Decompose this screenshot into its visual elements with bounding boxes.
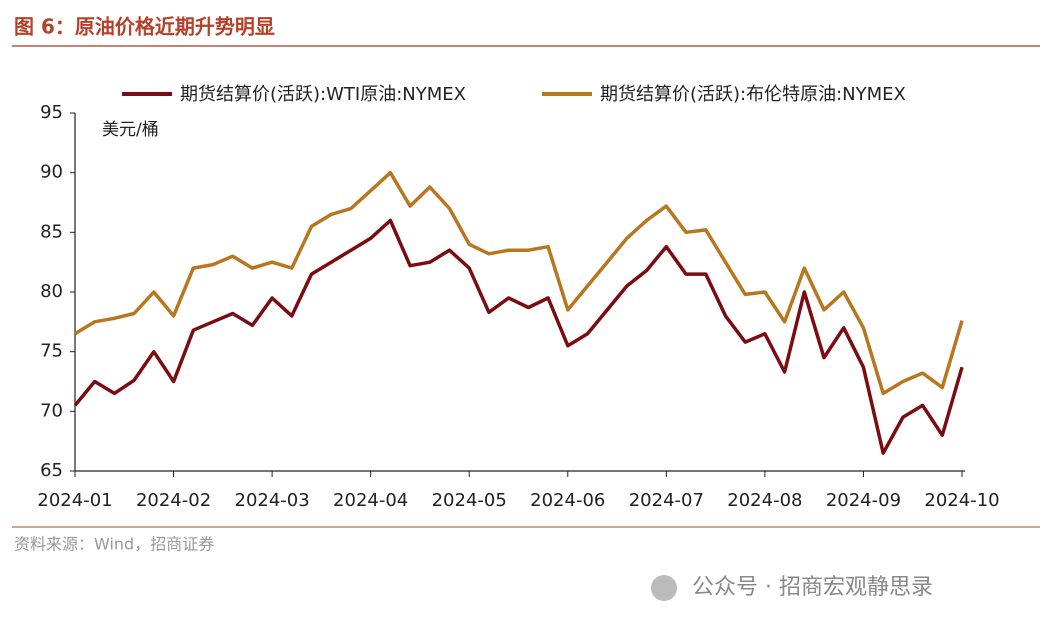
y-axis-unit: 美元/桶 — [102, 120, 159, 140]
y-tick-label: 65 — [40, 460, 63, 481]
x-tick-label: 2024-04 — [333, 490, 408, 511]
x-tick-label: 2024-02 — [136, 490, 211, 511]
y-tick-label: 95 — [40, 102, 63, 123]
series-line — [73, 218, 964, 455]
source: 资料来源：Wind，招商证券 — [14, 535, 214, 554]
x-tick-label: 2024-05 — [432, 490, 507, 511]
x-tick-label: 2024-01 — [37, 490, 112, 511]
legend-label: 期货结算价(活跃):WTI原油:NYMEX — [180, 84, 466, 105]
figure-title: 图 6：原油价格近期升势明显 — [14, 15, 275, 39]
series-line — [74, 170, 964, 396]
x-tick-label: 2024-09 — [826, 490, 901, 511]
x-tick-label: 2024-08 — [727, 490, 802, 511]
x-tick-label: 2024-07 — [629, 490, 704, 511]
y-tick-label: 70 — [40, 400, 63, 421]
watermark: 公众号 · 招商宏观静思录 — [692, 575, 933, 600]
y-tick-label: 75 — [40, 341, 63, 362]
y-tick-label: 80 — [40, 281, 63, 302]
y-tick-label: 85 — [40, 221, 63, 242]
x-tick-label: 2024-06 — [530, 490, 605, 511]
legend-label: 期货结算价(活跃):布伦特原油:NYMEX — [600, 84, 906, 105]
y-tick-label: 90 — [40, 162, 63, 183]
x-tick-label: 2024-03 — [235, 490, 310, 511]
watermark-icon — [651, 575, 677, 601]
x-tick-label: 2024-10 — [924, 490, 999, 511]
